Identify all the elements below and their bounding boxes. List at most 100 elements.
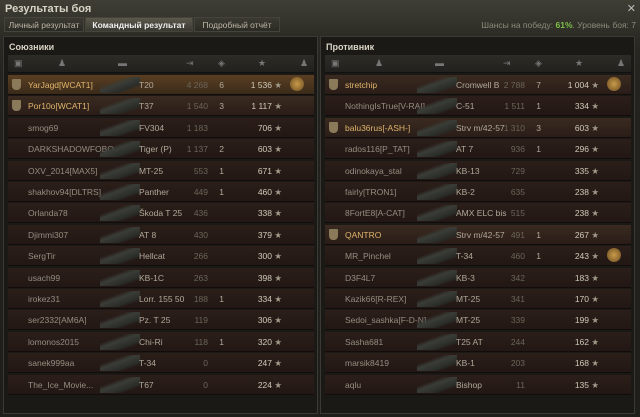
kills: 1	[219, 294, 224, 304]
medal-icon[interactable]	[290, 77, 304, 91]
player-row[interactable]: marsik8419 KB-1 203 168 ★	[325, 353, 631, 374]
player-row[interactable]: Orlanda78 Škoda T 25 436 338 ★	[8, 203, 314, 224]
chance-label: Шансы на победу:	[481, 20, 554, 30]
platoon-icon[interactable]: ▣	[14, 58, 23, 68]
experience: 199	[574, 315, 589, 326]
player-row[interactable]: MR_Pinchel T-34 460 1 243 ★	[325, 246, 631, 267]
damage-sort-icon[interactable]: ⇥	[503, 58, 511, 68]
experience: 379	[257, 229, 272, 240]
star-icon: ★	[274, 272, 282, 283]
star-icon: ★	[591, 122, 599, 133]
star-icon: ★	[274, 315, 282, 326]
experience: 334	[257, 294, 272, 304]
damage: 341	[510, 294, 525, 304]
column-header: ▣ ♟ ▬ ⇥ ◈ ★ ♟	[8, 55, 314, 73]
player-row[interactable]: balu36rus[-ASH-] Strv m/42-57 1 310 3 603 ★	[325, 117, 631, 138]
player-row[interactable]: ser2332[AM6A] Pz. T 25 119 306 ★	[8, 310, 314, 331]
tank-icon[interactable]: ▬	[118, 58, 127, 68]
player-row[interactable]: OXV_2014[MAX5] MT-25 553 1 671 ★	[8, 160, 314, 181]
player-name: The_Ice_Movie...	[28, 379, 94, 390]
player-row[interactable]: smog69 FV304 1 183 706 ★	[8, 117, 314, 138]
player-name: ser2332[AM6A]	[28, 315, 87, 326]
tank-image	[417, 269, 457, 286]
player-name: usach99	[28, 272, 61, 283]
tank-name: FV304	[139, 122, 165, 133]
kills-icon[interactable]: ◈	[535, 58, 542, 68]
player-row[interactable]: DARKSHADOWFOBO... Tiger (P) 1 137 2 603 ★	[8, 139, 314, 160]
player-row[interactable]: Kazik66[R-REX] MT-25 341 170 ★	[325, 289, 631, 309]
damage-sort-icon[interactable]: ⇥	[186, 58, 194, 68]
player-row[interactable]: aqlu Bishop 11 135 ★	[325, 374, 631, 395]
tab-personal[interactable]: Личный результат	[4, 17, 84, 32]
platoon-icon	[329, 79, 338, 90]
experience: 300	[257, 251, 272, 262]
star-icon: ★	[274, 336, 282, 347]
tank-image	[100, 376, 140, 393]
platoon-icon[interactable]: ▣	[331, 58, 340, 68]
kills-icon[interactable]: ◈	[218, 58, 225, 68]
tank-name: KB-1	[456, 358, 475, 369]
damage: 244	[510, 336, 525, 347]
experience: 320	[257, 336, 272, 347]
tank-image	[417, 162, 457, 179]
damage: 263	[193, 272, 208, 283]
experience: 162	[574, 336, 589, 347]
player-row[interactable]: lomonos2015 Chi-Ri 118 1 320 ★	[8, 331, 314, 352]
tank-icon[interactable]: ▬	[435, 58, 444, 68]
player-row[interactable]: Sedoi_sashka[F-D-N] MT-25 339 199 ★	[325, 310, 631, 331]
tank-image	[417, 291, 457, 307]
column-header: ▣ ♟ ▬ ⇥ ◈ ★ ♟	[325, 55, 631, 73]
experience: 671	[257, 165, 272, 176]
damage: 430	[193, 229, 208, 240]
star-icon: ★	[591, 294, 599, 304]
medal-icon[interactable]: ♟	[617, 58, 626, 68]
tank-name: AT 7	[456, 144, 474, 155]
player-row[interactable]: Por10o[WCAT1] T37 1 540 3 1 117 ★	[8, 96, 314, 117]
damage: 339	[510, 315, 525, 326]
player-icon[interactable]: ♟	[58, 58, 67, 68]
player-row[interactable]: rados116[P_TAT] AT 7 936 1 296 ★	[325, 139, 631, 160]
player-row[interactable]: sanek999aa T-34 0 247 ★	[8, 353, 314, 374]
experience: 335	[574, 165, 589, 176]
kills: 1	[536, 144, 541, 155]
xp-star-icon[interactable]: ★	[575, 58, 584, 68]
damage: 119	[194, 315, 208, 326]
player-row[interactable]: Djimmi307 AT 8 430 379 ★	[8, 224, 314, 245]
xp-star-icon[interactable]: ★	[258, 58, 267, 68]
enemies-title: Противник	[326, 42, 375, 52]
kills: 1	[219, 165, 224, 176]
medal-icon[interactable]: ♟	[300, 58, 309, 68]
player-row[interactable]: odinokaya_stal KB-13 729 335 ★	[325, 160, 631, 181]
damage: 553	[193, 165, 208, 176]
tank-image	[417, 98, 457, 115]
player-row[interactable]: QANTRO Strv m/42-57 491 1 267 ★	[325, 224, 631, 245]
close-icon[interactable]: ✕	[626, 3, 636, 15]
experience: 247	[257, 358, 272, 369]
medal-icon[interactable]	[607, 77, 621, 91]
player-row[interactable]: irokez31 Lorr. 155 50 188 1 334 ★	[8, 289, 314, 309]
player-row[interactable]: YarJagd[WCAT1] T20 4 268 6 1 536 ★	[8, 75, 314, 95]
player-row[interactable]: D3F4L7 KB-3 342 183 ★	[325, 267, 631, 288]
damage: 1 137	[186, 144, 208, 155]
player-name: Kazik66[R-REX]	[345, 294, 407, 304]
tab-team[interactable]: Командный результат	[85, 17, 193, 32]
star-icon: ★	[591, 101, 599, 112]
player-row[interactable]: The_Ice_Movie... T67 0 224 ★	[8, 374, 314, 395]
damage: 188	[193, 294, 208, 304]
player-row[interactable]: usach99 KB-1C 263 398 ★	[8, 267, 314, 288]
player-row[interactable]: NothingIsTrue[V-RAI] C-51 1 511 1 334 ★	[325, 96, 631, 117]
player-row[interactable]: SergTir Hellcat 266 300 ★	[8, 246, 314, 267]
star-icon: ★	[274, 80, 282, 90]
player-row[interactable]: shakhov94[DLTRS] Panther 449 1 460 ★	[8, 182, 314, 202]
tab-detailed[interactable]: Подробный отчёт	[194, 17, 280, 32]
medal-icon[interactable]	[607, 248, 621, 263]
player-name: shakhov94[DLTRS]	[28, 187, 102, 197]
tank-name: Strv m/42-57	[456, 122, 505, 133]
player-row[interactable]: 8FortE8[A-CAT] AMX ELC bis 515 238 ★	[325, 203, 631, 224]
player-icon[interactable]: ♟	[375, 58, 384, 68]
player-row[interactable]: fairly[TRON1] KB-2 635 238 ★	[325, 182, 631, 202]
star-icon: ★	[274, 187, 282, 197]
damage: 515	[510, 208, 525, 219]
player-row[interactable]: Sasha681 T25 AT 244 162 ★	[325, 331, 631, 352]
